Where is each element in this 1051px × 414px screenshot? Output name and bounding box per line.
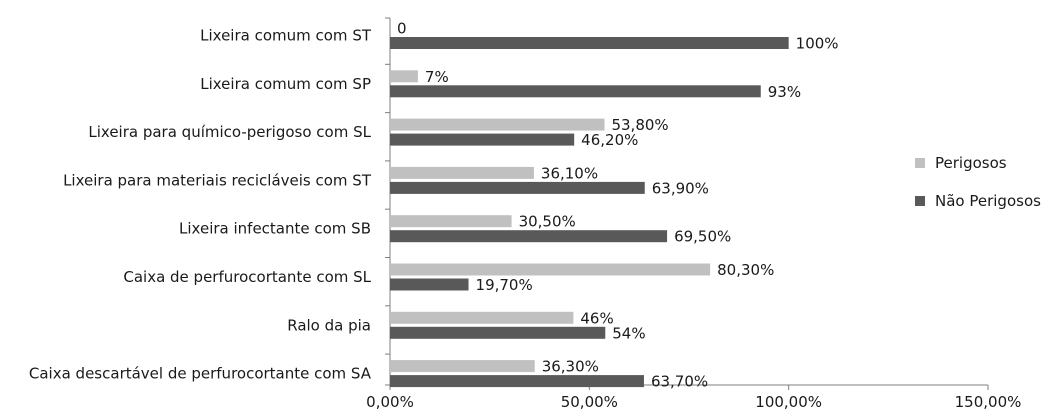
category-label: Lixeira comum com SP xyxy=(200,75,371,93)
bar-perigosos xyxy=(390,215,512,228)
legend-swatch-perigosos xyxy=(915,158,925,168)
category-label: Lixeira comum com ST xyxy=(200,27,372,45)
x-tick-label: 150,00% xyxy=(955,393,1022,411)
bar-nao-perigosos xyxy=(390,133,575,146)
x-tick-label: 100,00% xyxy=(755,393,822,411)
bar-nao-perigosos xyxy=(390,326,606,339)
category-label: Ralo da pia xyxy=(287,316,371,334)
category-label: Lixeira para químico-perigoso com SL xyxy=(88,123,371,141)
bar-nao-perigosos xyxy=(390,85,761,98)
bar-nao-perigosos xyxy=(390,278,469,291)
data-label: 63,70% xyxy=(651,373,708,391)
data-label: 100% xyxy=(796,35,839,53)
category-label: Caixa de perfurocortante com SL xyxy=(123,268,371,286)
data-label: 53,80% xyxy=(611,116,668,134)
data-label: 54% xyxy=(612,324,645,342)
data-label: 7% xyxy=(425,68,449,86)
data-label: 19,70% xyxy=(476,276,533,294)
data-label: 46,20% xyxy=(581,131,638,149)
bar-perigosos xyxy=(390,311,574,324)
data-label: 30,50% xyxy=(519,213,576,231)
category-label: Lixeira para materiais recicláveis com S… xyxy=(63,171,372,189)
data-label: 69,50% xyxy=(674,228,731,246)
bar-perigosos xyxy=(390,263,711,276)
bar-nao-perigosos xyxy=(390,230,668,243)
bar-nao-perigosos xyxy=(390,37,789,49)
legend-label: Não Perigosos xyxy=(935,192,1041,210)
legend-label: Perigosos xyxy=(935,154,1007,172)
bar-perigosos xyxy=(390,118,605,131)
legend-swatch-nao-perigosos xyxy=(915,196,925,206)
bar-perigosos xyxy=(390,360,535,373)
data-label: 36,30% xyxy=(542,358,599,376)
bar-perigosos xyxy=(390,166,534,179)
x-tick-label: 0,00% xyxy=(366,393,414,411)
data-label: 93% xyxy=(768,83,801,101)
bar-nao-perigosos xyxy=(390,375,644,388)
data-label: 0 xyxy=(397,20,407,38)
bar-nao-perigosos xyxy=(390,181,645,194)
x-tick-label: 50,00% xyxy=(561,393,618,411)
category-label: Caixa descartável de perfurocortante com… xyxy=(29,365,372,383)
bar-perigosos xyxy=(390,70,418,83)
data-label: 63,90% xyxy=(652,179,709,197)
data-label: 36,10% xyxy=(541,164,598,182)
data-label: 80,30% xyxy=(717,261,774,279)
data-label: 46% xyxy=(580,309,613,327)
category-label: Lixeira infectante com SB xyxy=(179,220,371,238)
